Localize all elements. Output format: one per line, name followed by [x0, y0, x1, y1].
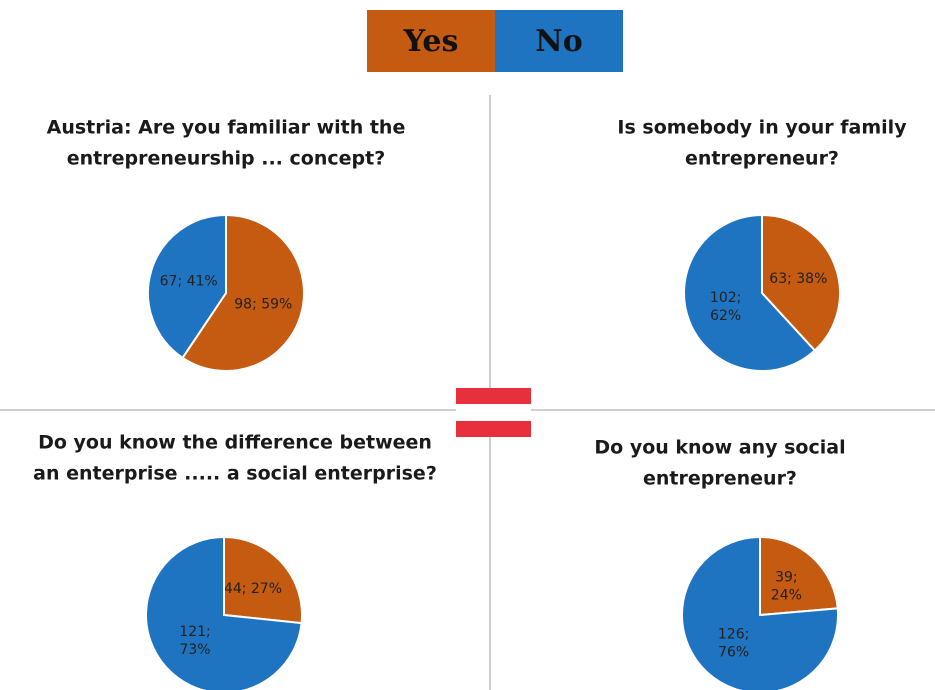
data-label: 121; 73% — [179, 624, 210, 658]
data-label: 44; 27% — [224, 581, 282, 597]
flag — [456, 388, 531, 437]
pie-slice — [681, 535, 839, 690]
pie-slice — [683, 213, 817, 372]
data-label: 39; 24% — [771, 569, 802, 603]
chart-title: entrepreneur? — [643, 468, 797, 490]
pie-slice — [145, 535, 303, 690]
chart-title: entrepreneur? — [685, 148, 839, 170]
data-label: 126; 76% — [718, 627, 749, 661]
chart-title: entrepreneurship ... concept? — [67, 148, 385, 170]
chart-title: Austria: Are you familiar with the — [47, 117, 406, 139]
chart-title: Is somebody in your family — [617, 117, 907, 139]
pie-slice — [147, 213, 227, 360]
chart-title: Do you know any social — [594, 437, 845, 459]
data-label: 98; 59% — [234, 296, 292, 312]
chart-title: an enterprise ..... a social enterprise? — [33, 463, 437, 485]
data-label: 102; 62% — [710, 290, 741, 324]
data-label: 63; 38% — [769, 271, 827, 287]
chart-title: Do you know the difference between — [38, 432, 432, 454]
pie-slice — [759, 535, 839, 617]
legend-swatch — [367, 10, 495, 72]
pie-slice — [223, 535, 303, 625]
legend-swatch — [495, 10, 623, 72]
pie-slice — [181, 213, 305, 372]
legend-label: No — [535, 24, 582, 59]
pie-slice — [761, 213, 841, 352]
legend: Yes No — [367, 10, 623, 72]
data-label: 67; 41% — [160, 274, 218, 290]
legend-label: Yes — [403, 24, 459, 59]
